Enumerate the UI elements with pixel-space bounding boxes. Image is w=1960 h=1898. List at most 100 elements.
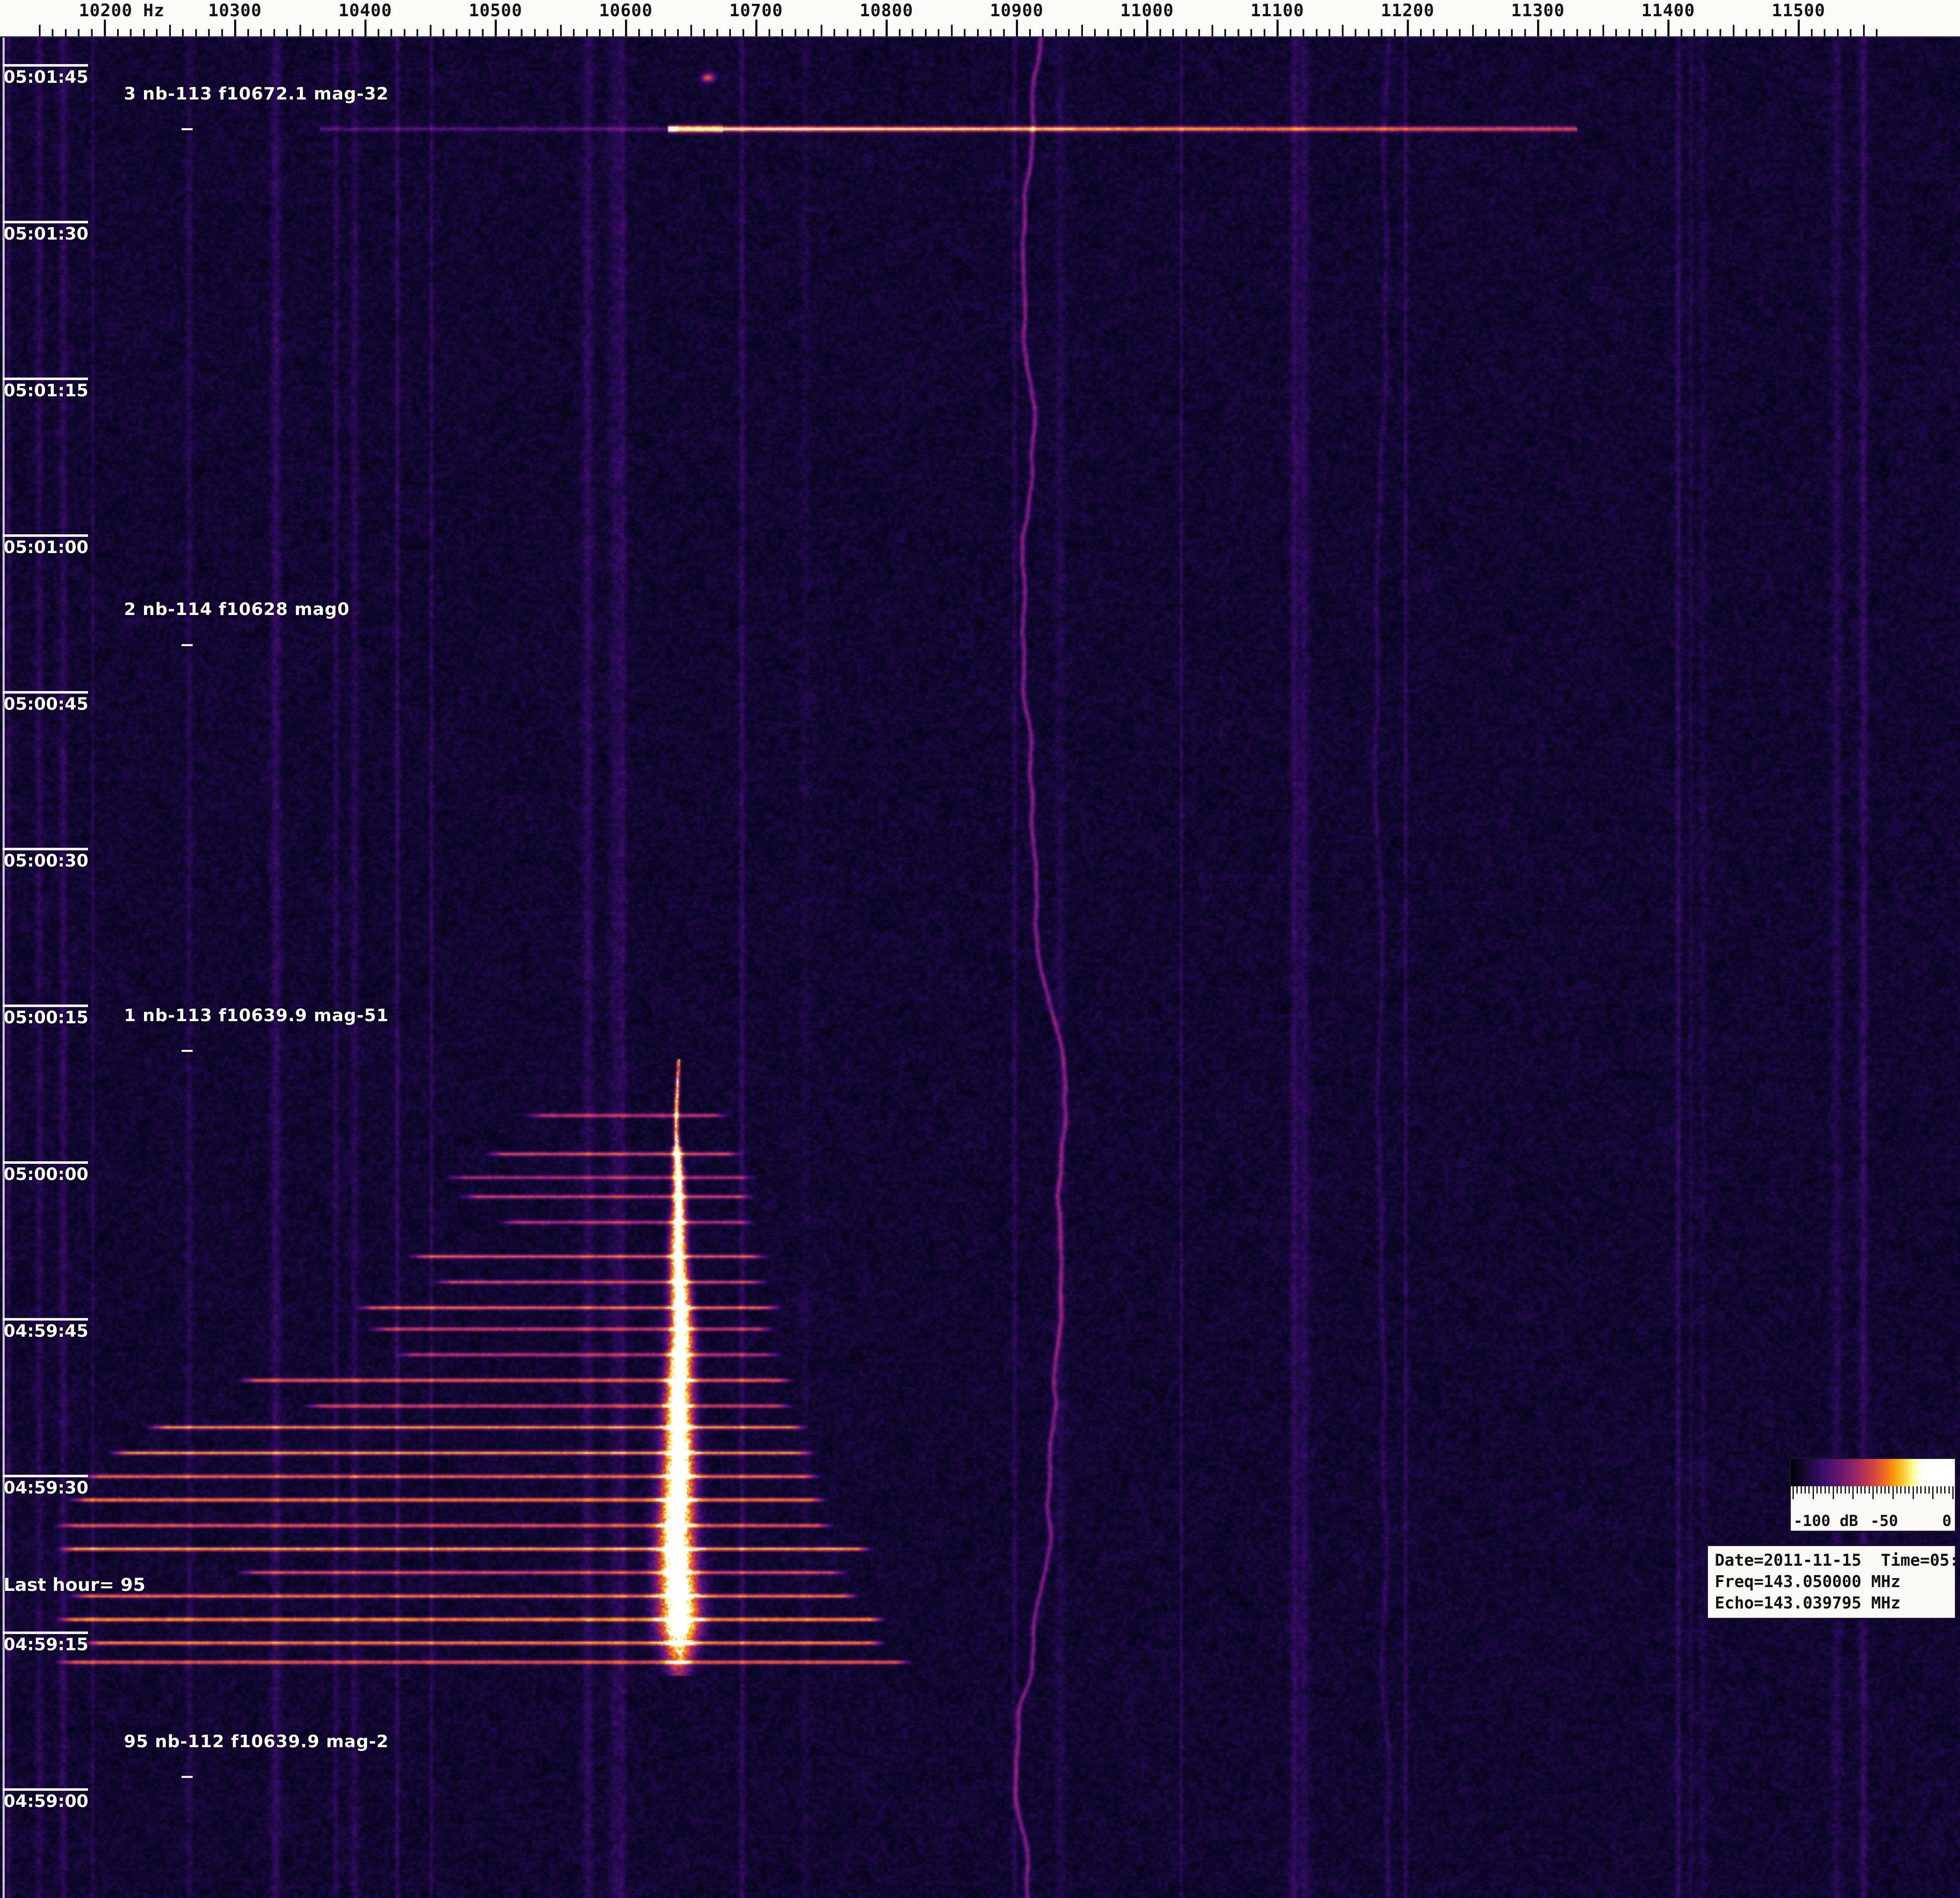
frequency-tick bbox=[469, 29, 470, 38]
colorbar-tick bbox=[1801, 1486, 1802, 1494]
colorbar-tick bbox=[1876, 1486, 1878, 1494]
last-hour-counter: Last hour= 95 bbox=[3, 1574, 146, 1595]
frequency-tick bbox=[755, 20, 757, 38]
frequency-tick bbox=[377, 29, 379, 38]
frequency-label-10400: 10400 bbox=[338, 1, 392, 21]
frequency-tick bbox=[1758, 29, 1760, 38]
colorbar-tick bbox=[1913, 1486, 1914, 1499]
frequency-tick bbox=[1824, 29, 1825, 38]
frequency-tick bbox=[1550, 29, 1552, 38]
frequency-tick bbox=[351, 29, 353, 38]
colorbar-tick bbox=[1813, 1486, 1814, 1499]
colorbar-tick bbox=[1925, 1486, 1926, 1494]
frequency-tick bbox=[38, 25, 41, 38]
colorbar-tick bbox=[1928, 1486, 1930, 1494]
frequency-tick bbox=[1198, 29, 1200, 38]
frequency-tick bbox=[1367, 29, 1370, 38]
colorbar-tick bbox=[1884, 1486, 1886, 1494]
frequency-label-10300: 10300 bbox=[208, 1, 262, 21]
frequency-tick bbox=[1315, 29, 1317, 38]
frequency-tick bbox=[1341, 25, 1344, 38]
frequency-label-10500: 10500 bbox=[469, 1, 522, 21]
frequency-tick bbox=[1837, 29, 1839, 38]
colorbar-label-mid: -50 bbox=[1870, 1512, 1898, 1530]
frequency-tick bbox=[1289, 29, 1291, 38]
frequency-tick bbox=[1068, 29, 1070, 38]
event-annotation-95: 95 nb-112 f10639.9 mag-2 bbox=[124, 1732, 389, 1752]
colorbar-tick bbox=[1881, 1486, 1882, 1494]
frequency-tick bbox=[1667, 20, 1670, 38]
frequency-tick bbox=[429, 25, 431, 38]
colorbar-label-min: -100 dB bbox=[1793, 1512, 1858, 1530]
colorbar-tick bbox=[1869, 1486, 1870, 1494]
frequency-tick bbox=[1784, 29, 1787, 38]
colorbar-tick bbox=[1893, 1486, 1894, 1499]
colorbar-tick bbox=[1833, 1486, 1834, 1499]
frequency-tick bbox=[964, 29, 965, 38]
frequency-tick bbox=[495, 20, 497, 38]
frequency-tick bbox=[977, 29, 979, 38]
frequency-tick bbox=[208, 29, 210, 38]
frequency-tick bbox=[573, 29, 575, 38]
frequency-tick bbox=[1276, 20, 1279, 38]
colorbar-tick bbox=[1837, 1486, 1838, 1494]
spectrogram-canvas[interactable] bbox=[0, 38, 1960, 1898]
frequency-axis: 10200 Hz 10300 10400 10500 10600 10700 10800 10… bbox=[0, 0, 1960, 38]
frequency-tick bbox=[234, 20, 236, 38]
frequency-tick bbox=[1433, 29, 1435, 38]
frequency-tick bbox=[117, 29, 119, 38]
frequency-tick bbox=[1459, 29, 1461, 38]
frequency-tick bbox=[586, 29, 588, 38]
frequency-tick bbox=[846, 29, 848, 38]
frequency-tick bbox=[508, 29, 510, 38]
colorbar-tick bbox=[1808, 1486, 1810, 1494]
frequency-label-11300: 11300 bbox=[1511, 1, 1565, 21]
frequency-tick bbox=[833, 29, 835, 38]
frequency-tick bbox=[104, 20, 106, 38]
frequency-tick bbox=[1003, 29, 1005, 38]
frequency-tick bbox=[898, 29, 901, 38]
colorbar-tick bbox=[1937, 1486, 1938, 1494]
frequency-tick bbox=[1641, 29, 1643, 38]
frequency-label-11200: 11200 bbox=[1381, 1, 1435, 21]
colorbar-tick bbox=[1796, 1486, 1798, 1494]
frequency-tick bbox=[599, 29, 601, 38]
frequency-tick bbox=[1810, 29, 1813, 38]
colorbar-tick bbox=[1908, 1486, 1910, 1494]
frequency-tick bbox=[1081, 25, 1083, 38]
frequency-tick bbox=[260, 29, 262, 38]
info-line-freq: Freq=143.050000 MHz bbox=[1715, 1572, 1901, 1591]
colorbar-tick bbox=[1940, 1486, 1942, 1494]
frequency-tick bbox=[1185, 29, 1187, 38]
colorbar-tick bbox=[1820, 1486, 1822, 1494]
colorbar-tick bbox=[1804, 1486, 1806, 1494]
frequency-tick bbox=[1498, 29, 1500, 38]
colorbar-tick bbox=[1932, 1486, 1934, 1499]
frequency-tick bbox=[299, 25, 301, 38]
frequency-tick bbox=[78, 29, 79, 38]
frequency-tick bbox=[1407, 20, 1409, 38]
frequency-tick bbox=[1563, 29, 1565, 38]
frequency-label-11500: 11500 bbox=[1772, 1, 1825, 21]
frequency-tick bbox=[768, 29, 770, 38]
event-annotation-2: 2 nb-114 f10628 mag0 bbox=[124, 600, 350, 619]
waterfall-display[interactable] bbox=[0, 38, 1960, 1898]
frequency-tick bbox=[886, 20, 888, 38]
event-marker-dash bbox=[182, 644, 193, 646]
colorbar-tick bbox=[1857, 1486, 1858, 1494]
frequency-tick bbox=[1537, 20, 1539, 38]
frequency-tick bbox=[417, 29, 418, 38]
frequency-tick bbox=[1237, 29, 1239, 38]
event-annotation-3: 3 nb-113 f10672.1 mag-32 bbox=[124, 84, 389, 104]
frequency-tick bbox=[169, 25, 171, 38]
frequency-tick bbox=[1133, 29, 1135, 38]
frequency-tick bbox=[1524, 29, 1526, 38]
frequency-tick bbox=[1263, 29, 1265, 38]
frequency-tick bbox=[325, 29, 327, 38]
frequency-tick bbox=[872, 29, 874, 38]
frequency-tick bbox=[1107, 29, 1109, 38]
frequency-tick bbox=[560, 25, 562, 38]
colorbar-label-max: 0 bbox=[1942, 1512, 1951, 1530]
frequency-tick bbox=[742, 29, 744, 38]
frequency-tick bbox=[1654, 29, 1656, 38]
